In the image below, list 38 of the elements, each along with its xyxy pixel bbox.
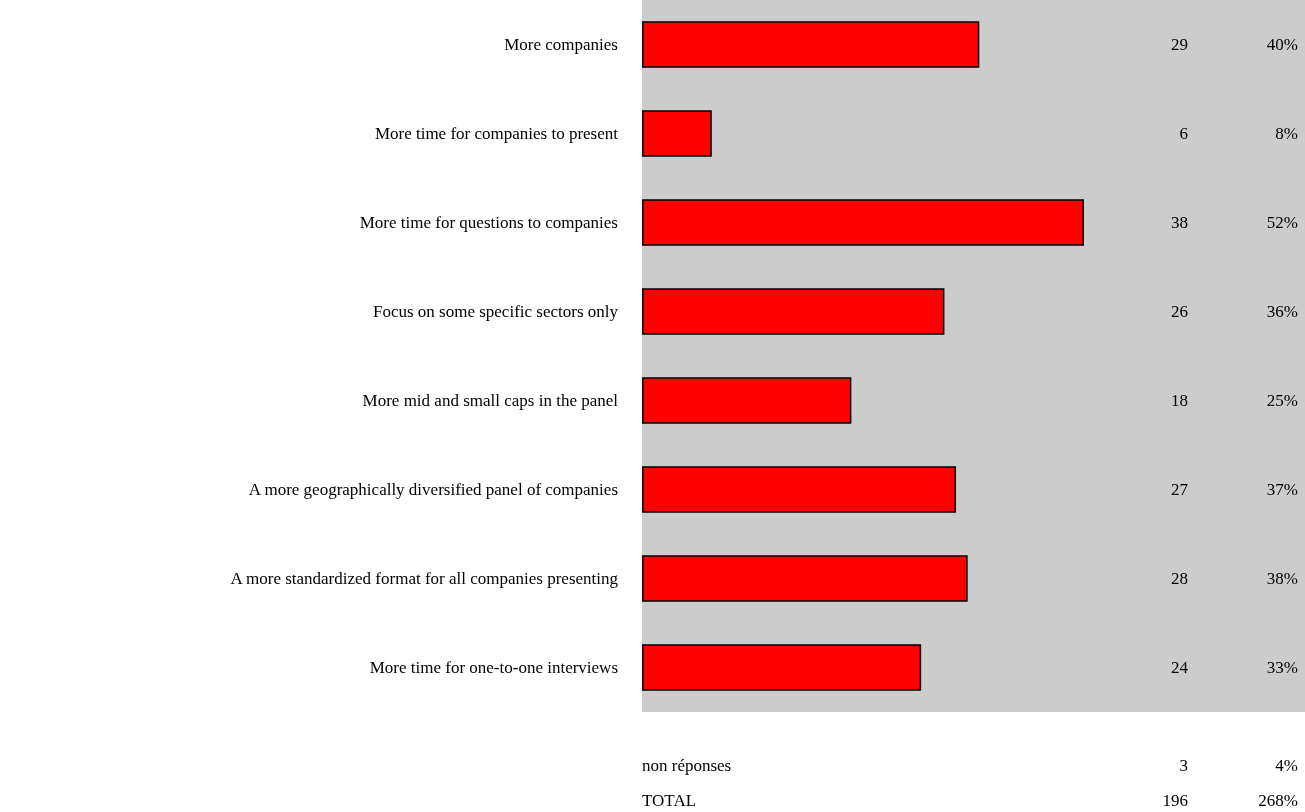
- bar: [642, 377, 852, 424]
- text: non réponses: [642, 755, 732, 775]
- y-tick-label: More companies: [504, 35, 618, 54]
- text: 4%: [1275, 755, 1298, 775]
- y-tick-label: More mid and small caps in the panel: [362, 391, 619, 410]
- text: 268%: [1258, 790, 1298, 810]
- text: 37%: [1266, 480, 1298, 499]
- bar: [642, 288, 945, 335]
- y-tick-label: More time for companies to present: [374, 124, 619, 143]
- y-tick-label: Focus on some specific sectors only: [372, 302, 619, 321]
- bar: [642, 21, 980, 68]
- bar: [642, 644, 922, 691]
- bar: [642, 466, 957, 513]
- data-label: 18: [1171, 391, 1188, 410]
- text: 36%: [1266, 302, 1298, 321]
- text: 33%: [1266, 658, 1298, 677]
- data-label: 26: [1171, 302, 1188, 321]
- bar: [642, 555, 968, 602]
- text: 38%: [1266, 569, 1298, 588]
- data-label: 27: [1171, 480, 1189, 499]
- y-tick-label: A more standardized format for all companies presenting: [230, 569, 619, 588]
- text: 25%: [1266, 391, 1298, 410]
- data-label: 28: [1171, 569, 1188, 588]
- text: 52%: [1266, 213, 1298, 232]
- text: 3: [1179, 755, 1188, 775]
- text: TOTAL: [642, 790, 697, 810]
- y-tick-label: More time for questions to companies: [359, 213, 618, 232]
- data-label: 24: [1171, 658, 1189, 677]
- data-label: 6: [1179, 124, 1188, 143]
- bar: [642, 199, 1084, 246]
- text: 196: [1162, 790, 1188, 810]
- bar: [642, 110, 712, 157]
- text: 8%: [1275, 124, 1298, 143]
- y-tick-label: A more geographically diversified panel of companies: [248, 480, 618, 499]
- data-label: 38: [1171, 213, 1188, 232]
- data-label: 29: [1171, 35, 1188, 54]
- text: 40%: [1266, 35, 1298, 54]
- y-tick-label: More time for one-to-one interviews: [369, 658, 618, 677]
